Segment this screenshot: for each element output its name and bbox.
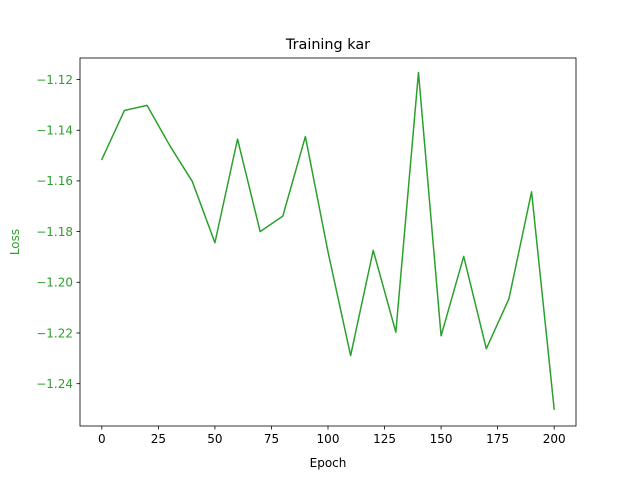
- plot-area: [100, 71, 555, 410]
- y-tick-label: −1.22: [36, 326, 73, 340]
- x-tick-label: 175: [486, 432, 509, 446]
- y-tick-label: −1.12: [36, 73, 73, 87]
- y-tick-label: −1.20: [36, 276, 73, 290]
- y-axis-label: Loss: [8, 229, 22, 255]
- x-tick-label: 200: [543, 432, 566, 446]
- x-tick-label: 50: [207, 432, 222, 446]
- y-tick-label: −1.14: [36, 124, 73, 138]
- x-tick-label: 0: [98, 432, 106, 446]
- y-tick-label: −1.16: [36, 174, 73, 188]
- x-axis-label: Epoch: [310, 456, 347, 470]
- y-tick-label: −1.24: [36, 377, 73, 391]
- y-tick-label: −1.18: [36, 225, 73, 239]
- x-tick-label: 100: [317, 432, 340, 446]
- series-line: [100, 71, 555, 410]
- x-tick-label: 75: [264, 432, 279, 446]
- x-tick-label: 150: [430, 432, 453, 446]
- x-tick-label: 125: [373, 432, 396, 446]
- x-tick-label: 25: [151, 432, 166, 446]
- chart-title: Training kar: [285, 37, 370, 53]
